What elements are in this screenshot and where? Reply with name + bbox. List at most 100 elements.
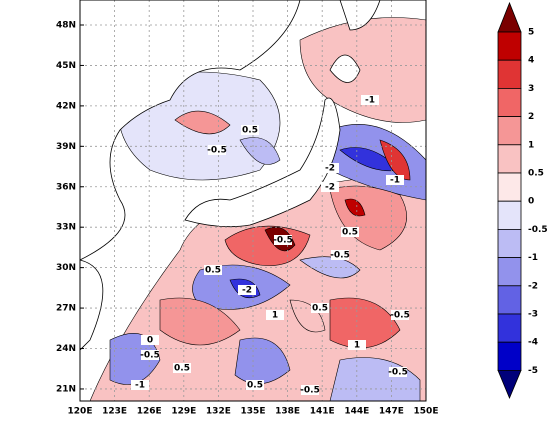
lon-label: 126E	[137, 407, 162, 417]
contour-label: 0.5	[174, 364, 190, 374]
colorbar-box	[497, 257, 522, 287]
contour-label-bg	[386, 175, 404, 185]
contour-label-bg	[391, 310, 409, 320]
colorbar-label: 0	[528, 197, 534, 207]
land	[80, 0, 381, 351]
lon-label: 123E	[102, 407, 127, 417]
colorbar: 5 4 3 2 1 0.5 0 -0.5 -1 -2 -3 -4 -5	[497, 1, 547, 400]
contour-label-bg	[131, 380, 149, 390]
lat-label: 24N	[56, 344, 76, 354]
colorbar-box	[497, 88, 522, 118]
lat-label: 48N	[56, 21, 76, 31]
contour-label: 0	[147, 336, 153, 346]
colorbar-box	[497, 285, 522, 315]
contour-label-bg	[173, 363, 191, 373]
contour-label: 0.5	[312, 304, 328, 314]
contour-label: -0.5	[330, 251, 350, 261]
contour-label: -1	[135, 381, 145, 391]
lat-label: 27N	[56, 304, 76, 314]
colorbar-label: 3	[528, 84, 534, 94]
lat-label: 42N	[56, 101, 76, 111]
contour-label-bg	[266, 310, 284, 320]
contour-label-bg	[246, 380, 264, 390]
contour-label: 0.5	[342, 228, 358, 238]
colorbar-label: -5	[528, 366, 538, 376]
lon-label: 150E	[414, 407, 439, 417]
contour-label-bg	[361, 95, 379, 105]
contour-label: -0.5	[140, 351, 160, 361]
colorbar-box	[497, 228, 522, 258]
lon-label: 120E	[68, 407, 93, 417]
colorbar-box	[497, 31, 522, 61]
contour-label-bg	[141, 350, 159, 360]
contour-label: -0.5	[273, 236, 293, 246]
lon-label: 138E	[275, 407, 300, 417]
contour-label-bg	[301, 385, 319, 395]
anomaly-field	[89, 17, 426, 401]
contour-label: -2	[325, 183, 335, 193]
colorbar-label: 0.5	[528, 169, 544, 179]
contour-label: -0.5	[390, 311, 410, 321]
contour-label: 0.5	[247, 381, 263, 391]
contour-label: 1	[272, 311, 278, 321]
lat-label: 21N	[56, 384, 76, 394]
colorbar-label: -1	[528, 253, 538, 263]
contour-label-bg	[321, 182, 339, 192]
contour-label-bg	[141, 335, 159, 345]
lon-label: 144E	[344, 407, 369, 417]
lat-label: 33N	[56, 223, 76, 233]
lon-label: 132E	[206, 407, 231, 417]
contour-label-bg	[241, 125, 259, 135]
colorbar-box	[497, 144, 522, 174]
lon-label: 129E	[171, 407, 196, 417]
colorbar-label: -0.5	[528, 225, 547, 235]
lat-label: 30N	[56, 263, 76, 273]
contour-label: -0.5	[207, 146, 227, 156]
contour-label: 1	[354, 341, 360, 351]
contour-label-bg	[389, 367, 407, 377]
colorbar-box	[497, 172, 522, 202]
colorbar-label: 4	[528, 56, 534, 66]
contour-label: -2	[325, 164, 335, 174]
lon-label: 147E	[379, 407, 404, 417]
contour-label: -2	[242, 286, 252, 296]
colorbar-box	[497, 200, 522, 230]
colorbar-box	[497, 341, 522, 371]
contour-label: 0.5	[205, 266, 221, 276]
colorbar-box	[497, 116, 522, 146]
colorbar-box	[497, 313, 522, 343]
contour-label-bg	[208, 145, 226, 155]
colorbar-cap-bottom	[497, 370, 522, 400]
contour-label-bg	[321, 163, 339, 173]
axis-labels: 48N 45N 42N 39N 36N 33N 30N 27N 24N 21N 120E 123E 12…	[56, 21, 439, 417]
lat-label: 45N	[56, 61, 76, 71]
colorbar-label: -3	[528, 310, 538, 320]
colorbar-label: -4	[528, 338, 538, 348]
contour-label: -0.5	[300, 386, 320, 396]
contour-label: -1	[390, 176, 400, 186]
lat-label: 36N	[56, 182, 76, 192]
graticule	[80, 0, 426, 401]
contour-label-bg	[274, 235, 292, 245]
colorbar-label: 1	[528, 140, 534, 150]
contour-label: -1	[365, 96, 375, 106]
contour-label: -0.5	[388, 368, 408, 378]
contour-label-bg	[341, 227, 359, 237]
contour-label-bg	[204, 265, 222, 275]
colorbar-label: 2	[528, 112, 534, 122]
contour-label-bg	[238, 285, 256, 295]
lat-label: 39N	[56, 142, 76, 152]
contour-label-bg	[331, 250, 349, 260]
colorbar-cap-top	[497, 1, 522, 33]
colorbar-label: -2	[528, 281, 538, 291]
contour-label-bg	[348, 340, 366, 350]
contour-label: 0.5	[242, 126, 258, 136]
colorbar-label: 5	[528, 28, 534, 38]
colorbar-box	[497, 59, 522, 89]
lon-label: 141E	[310, 407, 335, 417]
lon-label: 135E	[241, 407, 266, 417]
contour-label-bg	[311, 303, 329, 313]
contour-labels: -0.5 0.5 -1 -2 -0.5 0.5 -0.5 -2 -0.5 0.5 1 -1 0.5 -0.…	[131, 95, 410, 396]
map-frame	[79, 0, 427, 402]
